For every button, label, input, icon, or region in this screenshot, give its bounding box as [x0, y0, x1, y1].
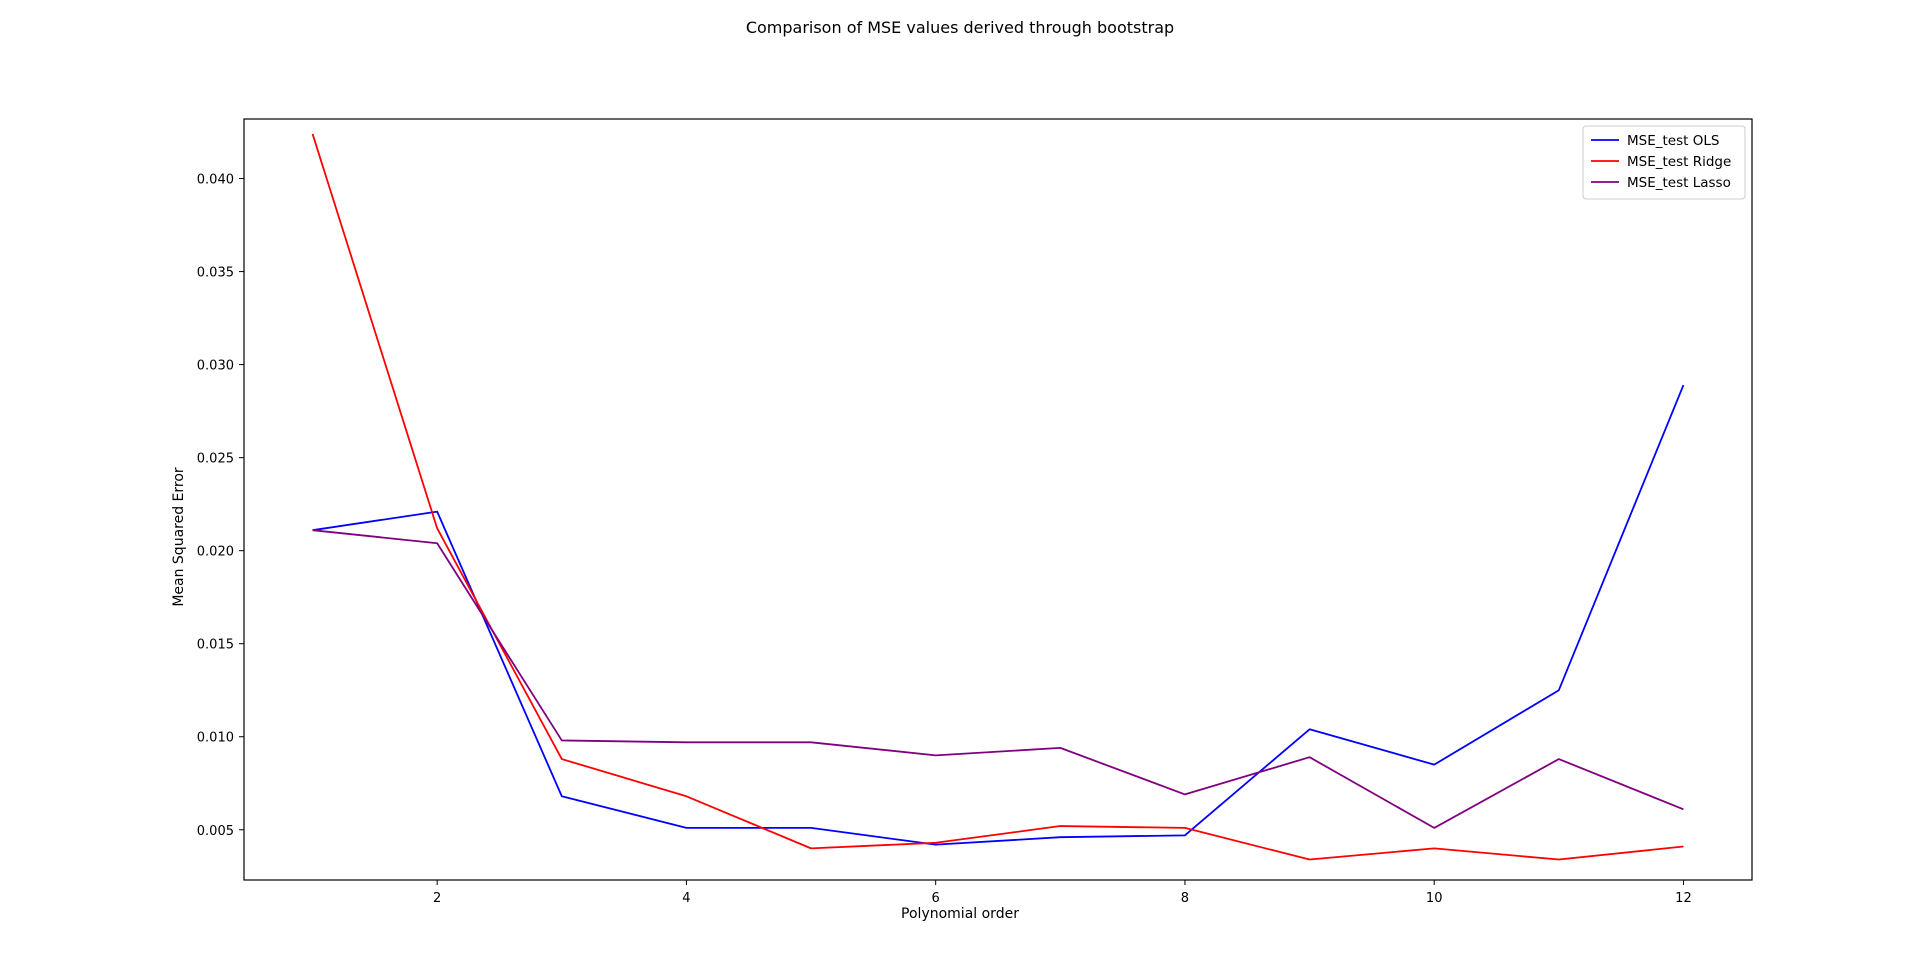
legend-box [1582, 125, 1746, 200]
x-tick-label: 6 [932, 891, 940, 906]
chart-title: Comparison of MSE values derived through… [746, 18, 1174, 37]
x-axis-title: Polynomial order [901, 906, 1019, 922]
series-line-mse-test-lasso [312, 529, 1684, 829]
legend-label: MSE_test Lasso [1627, 175, 1731, 191]
y-tick-label: 0.030 [197, 359, 234, 374]
x-tick-label: 4 [682, 891, 690, 906]
legend-label: MSE_test OLS [1627, 133, 1719, 149]
legend-label: MSE_test Ridge [1627, 154, 1731, 170]
series-line-mse-test-ridge [311, 133, 1684, 861]
y-axis-title: Mean Squared Error [171, 467, 187, 607]
x-tick-label: 2 [433, 891, 441, 906]
y-tick-label: 0.005 [197, 824, 234, 839]
x-tick-label: 8 [1181, 891, 1189, 906]
x-tick-label: 10 [1426, 891, 1443, 906]
y-tick-label: 0.020 [197, 545, 234, 560]
y-tick-label: 0.015 [197, 638, 234, 653]
plot-frame [243, 118, 1753, 881]
y-tick-label: 0.040 [197, 173, 234, 188]
series-line-mse-test-ols [312, 384, 1685, 846]
x-tick-label: 12 [1675, 891, 1692, 906]
y-tick-label: 0.010 [197, 731, 234, 746]
plot-area: 2 4 6 8 10 12 0.005 0.010 0.015 0.020 0.025 0.030 0.… [197, 118, 1753, 906]
y-tick-label: 0.035 [197, 266, 234, 281]
y-tick-label: 0.025 [197, 452, 234, 467]
legend: MSE_test OLS MSE_test Ridge MSE_test Lasso [1582, 125, 1746, 200]
